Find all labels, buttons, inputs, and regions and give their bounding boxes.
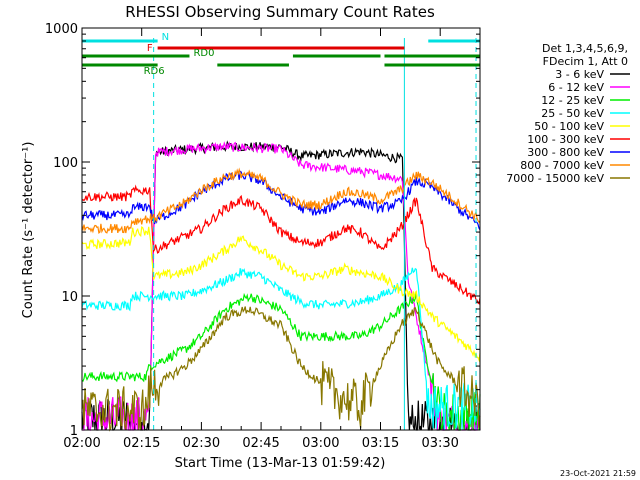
x-tick-label: 02:00 bbox=[63, 436, 100, 451]
x-tick-label: 02:45 bbox=[242, 436, 279, 451]
legend-label-7000-15000-kev: 7000 - 15000 keV bbox=[506, 172, 604, 185]
x-tick-label: 02:30 bbox=[183, 436, 220, 451]
y-tick-label: 100 bbox=[53, 156, 78, 171]
chart-title: RHESSI Observing Summary Count Rates bbox=[125, 3, 435, 21]
legend-label-6-12-kev: 6 - 12 keV bbox=[548, 81, 604, 94]
x-tick-label: 02:15 bbox=[123, 436, 160, 451]
series-layer bbox=[81, 140, 481, 432]
flags-layer: NF RD0 RD6 bbox=[81, 32, 480, 430]
y-tick-label: 10 bbox=[61, 290, 78, 305]
flag-label-rd6: RD6 bbox=[144, 66, 165, 77]
series-line-300-800-kev bbox=[81, 170, 481, 231]
legend-label-300-800-kev: 300 - 800 keV bbox=[527, 146, 604, 159]
y-tick-label: 1 bbox=[70, 424, 78, 439]
legend-label-50-100-kev: 50 - 100 keV bbox=[534, 120, 604, 133]
x-tick-label: 03:15 bbox=[362, 436, 399, 451]
x-tick-label: 03:00 bbox=[302, 436, 339, 451]
footer-date: 23-Oct-2021 21:59 bbox=[560, 469, 636, 478]
series-line-100-300-kev bbox=[81, 184, 481, 305]
x-tick-label: 03:30 bbox=[421, 436, 458, 451]
flag-label-n: N bbox=[162, 32, 169, 43]
series-line-12-25-kev bbox=[81, 292, 481, 431]
legend-header-line-2: FDecim 1, Att 0 bbox=[543, 55, 628, 68]
series-line-50-100-kev bbox=[81, 226, 481, 363]
y-axis-title: Count Rate (s⁻¹ detector⁻¹) bbox=[21, 142, 36, 319]
flag-label-rd0: RD0 bbox=[193, 48, 214, 59]
series-line-25-50-kev bbox=[81, 267, 481, 430]
legend-label-12-25-kev: 12 - 25 keV bbox=[541, 94, 604, 107]
flag-label-f: F bbox=[147, 43, 153, 54]
series-line-3-6-kev bbox=[81, 140, 481, 431]
legend-label-3-6-kev: 3 - 6 keV bbox=[555, 68, 604, 81]
legend-header-line-1: Det 1,3,4,5,6,9, bbox=[542, 42, 628, 55]
ticks-layer: 02:00 02:15 02:30 02:45 03:00 03:15 03:30 1 10 10… bbox=[45, 22, 480, 451]
legend-label-25-50-kev: 25 - 50 keV bbox=[541, 107, 604, 120]
series-line-7000-15000-kev bbox=[81, 306, 481, 432]
legend-label-100-300-kev: 100 - 300 keV bbox=[527, 133, 604, 146]
legend-label-800-7000-kev: 800 - 7000 keV bbox=[520, 159, 604, 172]
series-line-800-7000-kev bbox=[81, 167, 481, 235]
y-tick-label: 1000 bbox=[45, 22, 78, 37]
x-axis-title: Start Time (13-Mar-13 01:59:42) bbox=[175, 456, 386, 471]
series-line-6-12-kev bbox=[82, 141, 481, 432]
